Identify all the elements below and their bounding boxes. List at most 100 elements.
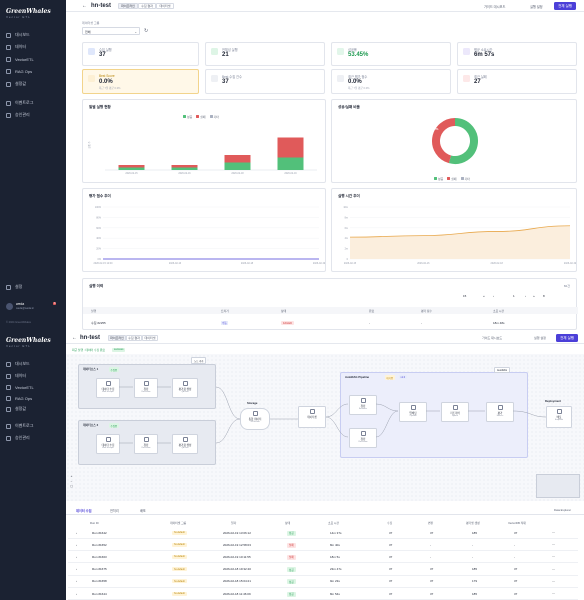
run-all-button[interactable]: 전체 실행 (554, 2, 576, 10)
stat-card: 최근 평가 점수 0.0% 최근 7일 평균 0.0% (331, 69, 451, 94)
clock-icon (463, 48, 470, 55)
sidebar-item-vectoretl[interactable]: VectorETL (6, 383, 34, 391)
table-row[interactable]: › Run #1644 hn-default 2026-02-18 11:46:09 성… (68, 588, 578, 600)
connector (215, 418, 241, 444)
dashboard-icon (6, 361, 11, 367)
sidebar-item-config[interactable]: 설정값 (6, 405, 26, 413)
tab-deploy[interactable]: 배포 (140, 509, 146, 513)
pipeline-node[interactable]: 임베딩 OpenAI (399, 402, 427, 422)
sidebar-item-dashboard[interactable]: 대시보드 (6, 31, 30, 39)
sidebar-item-approval[interactable]: 승인관리 (6, 434, 30, 442)
stat-value: 21 (222, 52, 229, 58)
tab-dataset[interactable]: 데이터셋 (142, 335, 158, 341)
tab-results[interactable]: 수집 결과 (138, 3, 156, 9)
expand-chevron-icon[interactable]: › (76, 591, 77, 596)
back-arrow-icon[interactable]: ← (72, 335, 77, 341)
pipeline-node[interactable]: 평가용 생성 QA Gen (172, 434, 198, 454)
sidebar-item-data[interactable]: 데이터 (6, 43, 26, 51)
sidebar-item-ragops[interactable]: RAG Ops (6, 67, 32, 75)
row-action-icon[interactable]: ⋯ (552, 542, 555, 547)
expand-chevron-icon[interactable]: › (76, 554, 77, 559)
sidebar-item-dashboard[interactable]: 대시보드 (6, 360, 30, 368)
page-next-button[interactable]: › (525, 294, 526, 298)
pipeline-node[interactable]: 평가용 생성 QA Gen (172, 378, 198, 398)
pipeline-node[interactable]: 데이터 수집 Web Scraper (96, 378, 120, 398)
guide-dashboard-button[interactable]: 가이드 대시보드 (484, 5, 506, 9)
deploy-node[interactable]: 배포 Endpoint (546, 406, 572, 428)
sidebar-item-settings[interactable]: 설정 (6, 283, 22, 291)
datasource-group-1[interactable]: 데이터소스 1 수집중 데이터 수집 Web Scraper 청킹 Recursiv… (78, 364, 216, 409)
pipeline-node[interactable]: 청킹 Recursive (134, 434, 158, 454)
table-row[interactable]: › Run #1642 hn-default 2026-02-19 13:06:12 성… (68, 527, 578, 539)
sidebar-item-eventlog[interactable]: 이벤트로그 (6, 99, 33, 107)
add-node-button[interactable]: 노드 추가 (191, 357, 207, 364)
datasource-group-2[interactable]: 데이터소스 2 수집중 데이터 수집 Web Scraper 청킹 Recursiv… (78, 420, 216, 465)
sidebar-item-label: 대시보드 (15, 32, 30, 37)
tab-collection[interactable]: 데이터 수집 (76, 509, 92, 513)
expand-chevron-icon[interactable]: › (76, 579, 77, 584)
success-ratio-panel: 성공/실패 비율 54.3% 45.7% 성공 실패 기타 (331, 99, 577, 183)
tab-pipeline[interactable]: 파이프라인 (118, 3, 138, 9)
page-number[interactable]: 1 (513, 294, 515, 298)
page-prev-button[interactable]: ‹ (493, 294, 494, 298)
row-action-icon[interactable]: ⋯ (552, 578, 555, 583)
cell-time: 23m 47s (330, 567, 342, 572)
pipeline-node[interactable]: 리트리버 Hybrid (441, 402, 469, 422)
cell-c2: - (430, 542, 431, 547)
tab-pipeline[interactable]: 파이프라인 (108, 335, 126, 341)
app-logo[interactable]: GreenWhales Vector ETL (6, 8, 51, 19)
app-logo[interactable]: GreenWhales Vector ETL (6, 337, 51, 348)
storage-node[interactable]: 통합 데이터 S3 Bucket (240, 408, 270, 430)
pipeline-node[interactable]: 청킹 Recursive (349, 428, 377, 448)
pipeline-node[interactable]: 데이터 수집 Web Scraper (96, 434, 120, 454)
run-all-button[interactable]: 전체 실행 (556, 334, 578, 342)
zoom-out-icon[interactable]: − (70, 479, 73, 483)
bar-성공 (118, 167, 145, 170)
pipeline-node[interactable]: 청킹 Recursive (134, 378, 158, 398)
data-explorer-button[interactable]: Data Explorer (554, 508, 572, 512)
node-label: 평가용 생성 (178, 388, 192, 391)
row-action-icon[interactable]: ⋯ (552, 566, 555, 571)
page-first-button[interactable]: « (483, 294, 485, 298)
table-row[interactable]: 수집 #2255 수동 FAILED - - 18m 48s (83, 319, 578, 329)
sidebar-item-vectoretl[interactable]: VectorETL (6, 55, 34, 63)
dataset-node[interactable]: 데이터셋 (298, 406, 326, 428)
dataset-group-select[interactable]: 전체 ⌄ (82, 27, 140, 35)
sidebar-item-ragops[interactable]: RAG Ops (6, 394, 32, 402)
tab-dataset[interactable]: 데이터셋 (156, 3, 174, 9)
back-arrow-icon[interactable]: ← (82, 3, 87, 9)
run-settings-button[interactable]: 실행 설정 (530, 5, 543, 9)
row-action-icon[interactable]: ⋯ (552, 591, 555, 595)
pipeline-node[interactable]: 청킹 Semantic (349, 395, 377, 415)
zoom-in-icon[interactable]: + (70, 474, 73, 478)
sidebar-item-eventlog[interactable]: 이벤트로그 (6, 422, 33, 430)
sidebar-item-data[interactable]: 데이터 (6, 372, 26, 380)
stat-label: 최근 실패 (474, 75, 487, 79)
row-action-icon[interactable]: ⋯ (552, 530, 555, 534)
user-profile[interactable]: weda weda@weda.kr 3 (6, 302, 62, 314)
table-row[interactable]: › Run #1658 hn-default 2026-02-18 15:04:21 성… (68, 576, 578, 588)
fit-view-icon[interactable]: ▢ (70, 484, 73, 488)
tab-results[interactable]: 수집 결과 (126, 335, 142, 341)
expand-chevron-icon[interactable]: › (76, 542, 77, 547)
pipeline-node[interactable]: 평가 Metrics (486, 402, 514, 422)
guide-dashboard-button[interactable]: 가이드 대시보드 (482, 336, 503, 340)
autorag-button[interactable]: AutoRAG (494, 367, 511, 373)
autorag-group[interactable]: AutoRAG Pipeline 대기중 v1.0 청킹 Semantic 청킹 R… (340, 372, 528, 458)
expand-chevron-icon[interactable]: › (76, 530, 77, 535)
run-settings-button[interactable]: 실행 설정 (534, 336, 546, 340)
minimap[interactable] (536, 474, 580, 498)
table-row[interactable]: › Run #1663 hn-default 2026-02-19 10:11:55 실… (68, 551, 578, 564)
sidebar-item-approval[interactable]: 승인관리 (6, 111, 30, 119)
table-row[interactable]: › Run #1652 hn-default 2026-02-19 12:58:03 실… (68, 539, 578, 552)
page-size-select[interactable]: 15 (463, 294, 467, 298)
pipeline-canvas[interactable]: 노드 추가 데이터소스 1 수집중 데이터 수집 Web Scraper 청킹 Re… (66, 354, 584, 501)
table-row[interactable]: › Run #1675 hn-default 2026-02-18 19:32:40 성… (68, 564, 578, 576)
sidebar-item-config[interactable]: 설정값 (6, 80, 26, 88)
refresh-icon[interactable]: ↻ (144, 28, 149, 34)
row-action-icon[interactable]: ⋯ (552, 554, 555, 559)
column-header: 실행 (91, 309, 97, 313)
tab-preprocess[interactable]: 전처리 (110, 509, 119, 513)
page-last-button[interactable]: » (533, 294, 535, 298)
expand-chevron-icon[interactable]: › (76, 567, 77, 572)
